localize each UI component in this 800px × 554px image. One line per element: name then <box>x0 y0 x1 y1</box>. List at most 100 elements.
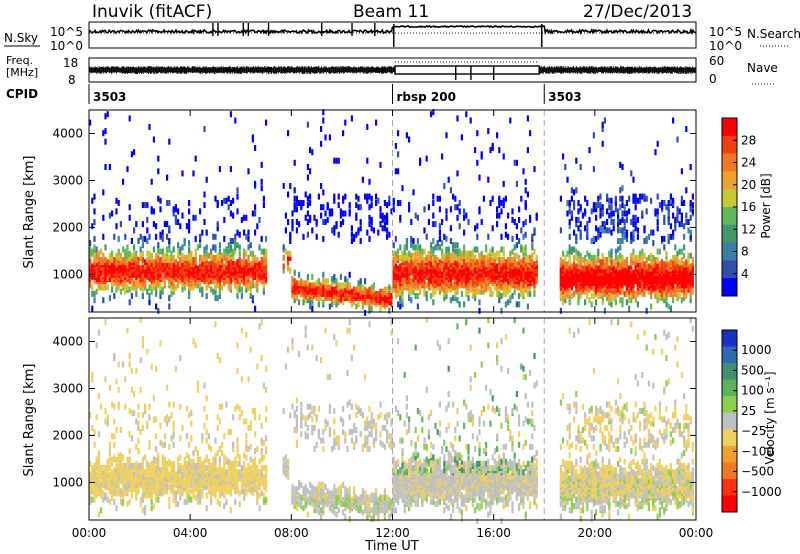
heatmap-cell <box>181 212 184 219</box>
heatmap-cell <box>419 250 422 257</box>
heatmap-cell <box>672 259 675 266</box>
heatmap-cell <box>665 261 668 268</box>
heatmap-cell <box>122 246 125 253</box>
heatmap-cell <box>166 221 169 228</box>
heatmap-cell <box>104 265 107 272</box>
heatmap-cell <box>575 254 578 261</box>
heatmap-cell <box>243 252 246 259</box>
heatmap-cell <box>322 278 325 285</box>
heatmap-cell <box>573 200 576 206</box>
heatmap-cell <box>128 261 131 268</box>
heatmap-cell <box>333 193 336 200</box>
heatmap-cell <box>102 490 105 497</box>
heatmap-cell <box>333 225 336 232</box>
heatmap-cell <box>320 204 323 211</box>
heatmap-cell <box>355 202 358 209</box>
heatmap-cell <box>636 233 639 240</box>
heatmap-cell <box>518 301 521 308</box>
heatmap-cell <box>507 299 510 306</box>
heatmap-cell <box>630 290 633 297</box>
heatmap-cell <box>586 265 589 272</box>
heatmap-cell <box>104 492 107 499</box>
heatmap-cell <box>194 248 197 255</box>
heatmap-cell <box>168 225 171 232</box>
heatmap-cell <box>403 252 406 259</box>
heatmap-cell <box>394 142 397 149</box>
heatmap-cell <box>232 259 235 266</box>
heatmap-cell <box>199 233 202 240</box>
heatmap-cell <box>124 259 127 266</box>
heatmap-cell <box>322 204 325 211</box>
heatmap-cell <box>282 244 285 251</box>
heatmap-cell <box>623 267 626 274</box>
heatmap-cell <box>392 197 395 204</box>
heatmap-cell <box>471 263 474 270</box>
heatmap-cell <box>403 265 406 272</box>
heatmap-cell <box>344 282 347 289</box>
heatmap-cell <box>438 288 441 295</box>
heatmap-cell <box>361 176 364 183</box>
heatmap-cell <box>432 299 435 306</box>
heatmap-cell <box>177 248 180 255</box>
heatmap-cell <box>240 286 243 293</box>
heatmap-cell <box>438 229 441 236</box>
heatmap-cell <box>223 216 226 223</box>
heatmap-cell <box>150 261 153 268</box>
heatmap-cell <box>401 288 404 295</box>
heatmap-cell <box>128 204 131 211</box>
heatmap-cell <box>610 248 613 255</box>
heatmap-cell <box>119 498 122 505</box>
heatmap-cell <box>608 286 611 293</box>
heatmap-cell <box>687 257 690 263</box>
heatmap-cell <box>124 376 127 383</box>
heatmap-cell <box>579 233 582 240</box>
heatmap-cell <box>300 278 303 285</box>
heatmap-cell <box>522 282 525 289</box>
heatmap-cell <box>141 286 144 293</box>
heatmap-cell <box>427 219 430 225</box>
heatmap-cell <box>188 223 191 230</box>
heatmap-cell <box>177 276 180 283</box>
heatmap-cell <box>95 257 98 263</box>
heatmap-cell <box>610 219 613 225</box>
heatmap-cell <box>364 309 367 316</box>
heatmap-cell <box>612 210 615 217</box>
heatmap-cell <box>500 233 503 240</box>
heatmap-cell <box>293 278 296 285</box>
heatmap-cell <box>289 267 292 274</box>
heatmap-cell <box>641 282 644 289</box>
heatmap-cell <box>568 288 571 295</box>
heatmap-cell <box>254 210 257 217</box>
heatmap-cell <box>100 273 103 280</box>
heatmap-cell <box>476 130 479 137</box>
heatmap-cell <box>685 187 688 194</box>
heatmap-cell <box>636 227 639 234</box>
heatmap-cell <box>676 293 679 299</box>
heatmap-cell <box>317 193 320 200</box>
heatmap-cell <box>119 259 122 266</box>
heatmap-cell <box>245 265 248 272</box>
heatmap-cell <box>179 278 182 285</box>
heatmap-cell <box>93 219 96 225</box>
heatmap-cell <box>236 242 239 249</box>
heatmap-cell <box>487 273 490 280</box>
heatmap-cell <box>386 202 389 209</box>
heatmap-cell <box>139 246 142 253</box>
heatmap-cell <box>141 242 144 249</box>
heatmap-cell <box>177 242 180 249</box>
heatmap-cell <box>663 235 666 242</box>
heatmap-cell <box>122 462 125 469</box>
heatmap-cell <box>509 261 512 268</box>
heatmap-cell <box>357 284 360 291</box>
heatmap-cell <box>683 269 686 276</box>
heatmap-cell <box>603 117 606 124</box>
heatmap-cell <box>361 303 364 310</box>
heatmap-cell <box>683 233 686 240</box>
heatmap-cell <box>526 261 529 268</box>
heatmap-cell <box>449 238 452 244</box>
heatmap-cell <box>210 267 213 274</box>
heatmap-cell <box>295 200 298 206</box>
heatmap-cell <box>608 204 611 211</box>
heatmap-cell <box>251 254 254 261</box>
heatmap-cell <box>619 187 622 194</box>
